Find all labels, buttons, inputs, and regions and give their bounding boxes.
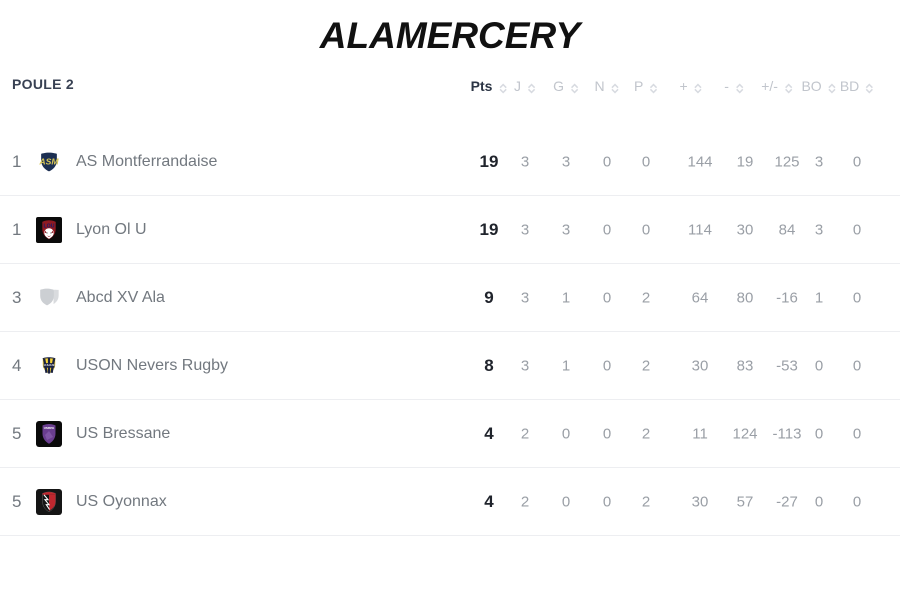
svg-text:ASM: ASM: [38, 156, 59, 166]
svg-text:USBPA: USBPA: [44, 426, 55, 430]
svg-text:U.S.O.N: U.S.O.N: [44, 363, 54, 367]
